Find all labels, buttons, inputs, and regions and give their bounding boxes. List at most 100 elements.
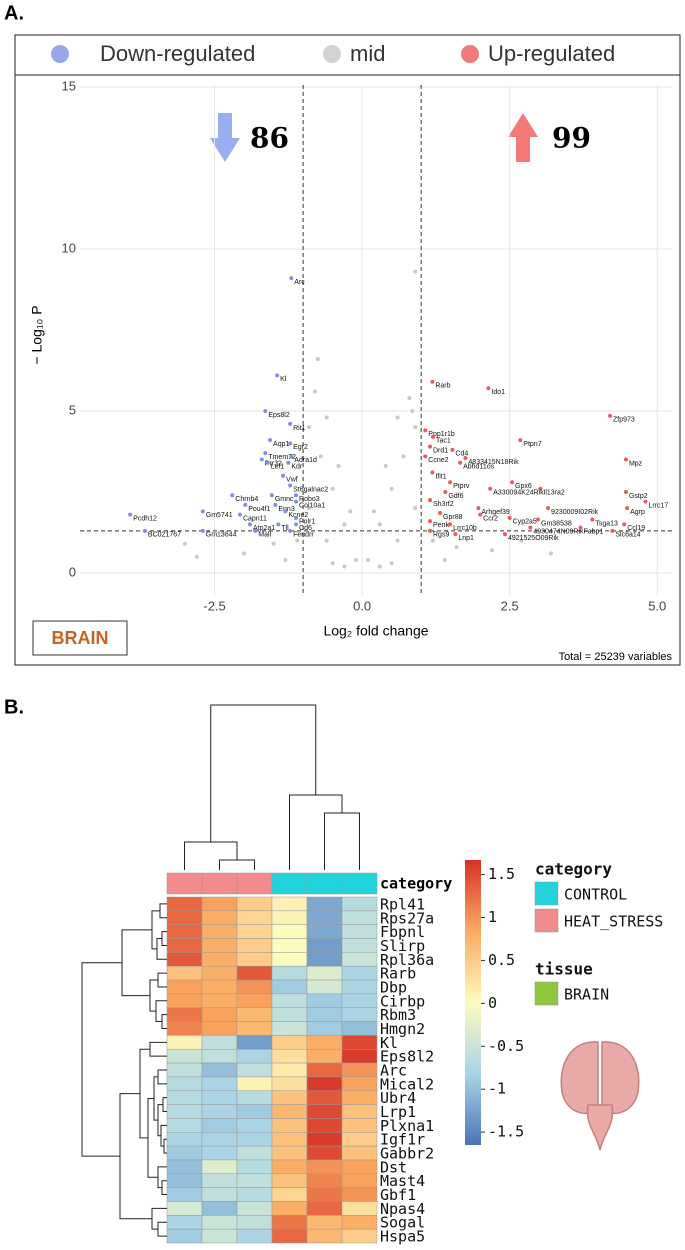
point-label: Kl: [280, 376, 287, 383]
x-tick-label: 2.5: [501, 598, 519, 613]
point: [275, 373, 280, 378]
heatmap-cell: [166, 1173, 203, 1188]
legend-title: category: [535, 860, 612, 879]
point: [476, 506, 481, 511]
heatmap-cell: [341, 910, 378, 925]
heatmap-cell: [341, 1076, 378, 1092]
point-label: Ccne2: [428, 457, 448, 464]
point: [478, 512, 483, 517]
point: [510, 480, 515, 485]
point: [271, 541, 276, 546]
heatmap-cell: [236, 1062, 273, 1078]
point: [194, 554, 199, 559]
row-dendrogram: [162, 1097, 167, 1113]
heatmap-cell: [341, 1228, 378, 1244]
heatmap-cell: [166, 1048, 203, 1064]
column-annotation: [166, 872, 203, 895]
heatmap-cell: [306, 1215, 343, 1230]
heatmap-cell: [306, 1145, 343, 1161]
heatmap-cell: [201, 1007, 238, 1022]
point: [413, 425, 418, 430]
heatmap-cell: [236, 1007, 273, 1022]
point: [622, 522, 627, 527]
point-label: Eps8l2: [268, 412, 290, 419]
heatmap-cell: [271, 1104, 308, 1119]
row-dendrogram: [163, 1138, 167, 1154]
heatmap-cell: [201, 910, 238, 925]
heatmap-cell: [201, 1215, 238, 1230]
point: [288, 421, 293, 426]
heatmap-cell: [306, 1173, 343, 1188]
heatmap-cell: [166, 993, 203, 1008]
point: [590, 517, 595, 522]
point: [401, 454, 406, 459]
row-dendrogram: [153, 1076, 158, 1121]
point: [348, 509, 353, 514]
point-label: Cd4: [455, 451, 468, 458]
point-label: Tac1: [436, 438, 451, 445]
point: [247, 522, 252, 527]
heatmap-cell: [201, 1187, 238, 1202]
point-label: Ccr2: [483, 515, 498, 522]
column-dendrogram: [184, 841, 238, 870]
heatmap-cell: [166, 1215, 203, 1230]
heatmap-cell: [341, 1132, 378, 1147]
point: [265, 460, 270, 465]
heatmap-cell: [306, 1201, 343, 1216]
point: [128, 512, 133, 517]
color-bar-label: -1.5: [488, 1123, 524, 1141]
point-label: Lrrc10b: [453, 525, 477, 532]
point-label: Abhd11os: [463, 464, 495, 471]
legend-marker: [51, 45, 69, 63]
point: [288, 441, 293, 446]
heatmap-cell: [236, 1228, 273, 1244]
heatmap-cell: [201, 1062, 238, 1078]
heatmap-cell: [201, 1145, 238, 1161]
heatmap-cell: [271, 1118, 308, 1133]
heatmap-cell: [341, 1159, 378, 1175]
point: [430, 470, 435, 475]
heatmap-cell: [201, 1118, 238, 1133]
heatmap-cell: [271, 965, 308, 981]
point-label: BC021767: [148, 532, 181, 539]
heatmap-cell: [271, 1228, 308, 1244]
point: [623, 457, 628, 462]
point-label: Drd1: [433, 447, 448, 454]
heatmap-cell: [306, 1062, 343, 1078]
point-label: 9230009I02Rik: [551, 509, 599, 516]
point: [430, 434, 435, 439]
heatmap-cell: [341, 1048, 378, 1064]
row-dendrogram: [151, 1207, 167, 1230]
heatmap-cell: [271, 1076, 308, 1092]
point-label: Col10a1: [299, 503, 325, 510]
row-label: Cirbp: [380, 992, 425, 1010]
heatmap-cell: [236, 910, 273, 925]
heatmap-cell: [166, 1076, 203, 1092]
heatmap-cell: [341, 1215, 378, 1230]
point-label: Vwf: [286, 477, 298, 484]
row-dendrogram: [81, 962, 122, 1157]
heatmap-cell: [236, 1159, 273, 1175]
point-label: Ptprv: [453, 483, 470, 490]
tissue-box: [32, 620, 128, 656]
row-dendrogram: [161, 931, 167, 946]
point: [243, 502, 248, 507]
row-dendrogram: [151, 910, 160, 950]
point-label: Gm5741: [206, 512, 233, 519]
point: [324, 415, 329, 420]
point-label: Rit1: [293, 425, 306, 432]
heatmap-cell: [236, 993, 273, 1008]
point-label: Ppp1r1b: [428, 431, 455, 438]
point: [448, 522, 453, 527]
point: [342, 564, 347, 569]
x-axis-title: Log₂ fold change: [323, 623, 428, 639]
heatmap-cell: [271, 1048, 308, 1064]
heatmap-cell: [236, 896, 273, 912]
point: [423, 428, 428, 433]
heatmap-cell: [166, 1035, 203, 1050]
point: [294, 499, 299, 504]
legend-swatch: [534, 908, 559, 933]
point: [443, 489, 448, 494]
point: [330, 561, 335, 566]
